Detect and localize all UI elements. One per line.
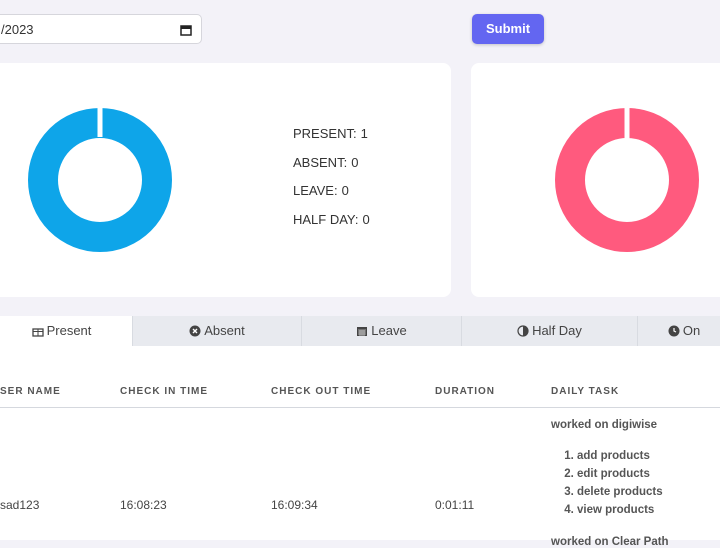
th: CHECK IN TIME xyxy=(120,386,208,397)
stat-label: PRESENT: xyxy=(293,126,357,141)
submit-button[interactable]: Submit xyxy=(472,14,544,44)
date-value: /2023 xyxy=(1,22,34,37)
stat-label: HALF DAY: xyxy=(293,212,359,228)
stat: LEAVE: 0 xyxy=(293,183,349,198)
stat-value: 0 xyxy=(362,212,370,228)
stat: PRESENT: 1 xyxy=(293,126,368,141)
donut-chart-2 xyxy=(555,107,699,252)
donut-chart xyxy=(28,107,172,252)
tab-icon xyxy=(189,325,201,337)
tab[interactable]: Half Day xyxy=(461,316,637,346)
stat-label: LEAVE: xyxy=(293,183,338,199)
task-title: worked on digiwise xyxy=(551,419,658,431)
user: sad123 xyxy=(0,498,40,512)
task-item: view products xyxy=(577,501,663,519)
tab-icon xyxy=(31,328,44,337)
stat-value: 0 xyxy=(341,183,349,199)
tab-label: On xyxy=(682,323,701,338)
summary-card-2 xyxy=(471,63,720,297)
task-item: delete products xyxy=(577,483,663,501)
th: SER NAME xyxy=(0,386,61,397)
tab[interactable]: Absent xyxy=(132,316,301,346)
stat-value: 0 xyxy=(351,154,359,170)
tab[interactable]: Leave xyxy=(301,316,461,346)
donut-segment xyxy=(28,108,172,252)
check-out: 16:09:34 xyxy=(271,498,318,512)
date-input[interactable]: /2023 xyxy=(0,14,202,44)
task-title: worked on Clear Path xyxy=(551,536,669,548)
duration: 0:01:11 xyxy=(435,498,475,512)
table-area xyxy=(0,346,720,540)
task-item: edit products xyxy=(577,465,663,483)
tab-label: Absent xyxy=(204,323,245,338)
stat-label: ABSENT: xyxy=(293,154,348,170)
tab-label: Leave xyxy=(371,323,407,338)
check-in: 16:08:23 xyxy=(120,498,167,512)
stat-value: 1 xyxy=(360,126,368,141)
tab-label: Half Day xyxy=(532,323,582,338)
header-border xyxy=(0,407,720,408)
task-item: add products xyxy=(577,447,663,465)
tab-icon xyxy=(668,325,680,337)
task-list: add productsedit productsdelete products… xyxy=(551,447,663,519)
tab-label: Present xyxy=(46,323,92,338)
summary-card: PRESENT: 1 ABSENT: 0 LEAVE: 0 HALF DAY: 0 xyxy=(0,63,451,297)
tab-icon xyxy=(517,325,529,337)
tab-icon xyxy=(357,327,368,336)
th: DURATION xyxy=(435,386,496,397)
tab[interactable]: Present xyxy=(0,316,132,346)
calendar-icon[interactable] xyxy=(180,24,192,36)
stat: HALF DAY: 0 xyxy=(293,212,370,227)
stat: ABSENT: 0 xyxy=(293,155,358,170)
th: DAILY TASK xyxy=(551,386,620,397)
tab[interactable]: On xyxy=(637,316,720,346)
th: CHECK OUT TIME xyxy=(271,386,372,397)
